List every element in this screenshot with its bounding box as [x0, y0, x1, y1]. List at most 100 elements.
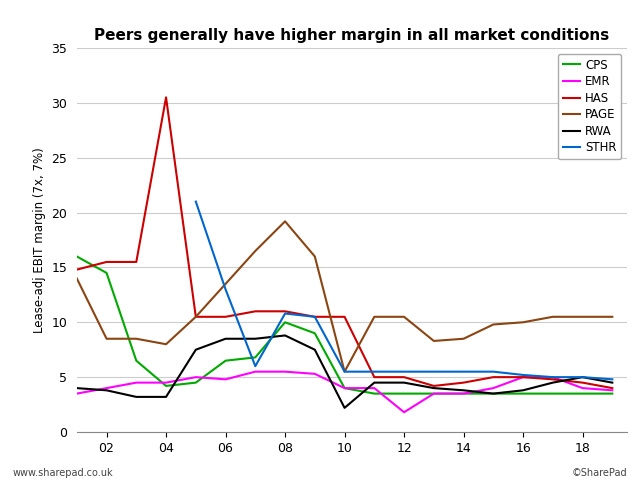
STHR [490, 369, 497, 374]
RWA [371, 380, 378, 385]
EMR [371, 385, 378, 391]
Line: PAGE: PAGE [77, 221, 612, 372]
EMR [102, 385, 110, 391]
PAGE [252, 248, 259, 254]
PAGE [609, 314, 616, 320]
PAGE [490, 322, 497, 327]
EMR [221, 376, 229, 382]
Line: STHR: STHR [196, 202, 612, 379]
Y-axis label: Lease-adj EBIT margin (7x, 7%): Lease-adj EBIT margin (7x, 7%) [33, 147, 45, 333]
CPS [102, 270, 110, 276]
HAS [549, 376, 557, 382]
Text: www.sharepad.co.uk: www.sharepad.co.uk [13, 468, 113, 478]
CPS [132, 358, 140, 363]
Line: EMR: EMR [77, 372, 612, 412]
PAGE [311, 253, 319, 259]
STHR [281, 311, 289, 316]
Legend: CPS, EMR, HAS, PAGE, RWA, STHR: CPS, EMR, HAS, PAGE, RWA, STHR [558, 54, 621, 159]
RWA [460, 387, 467, 393]
CPS [519, 391, 527, 396]
HAS [192, 314, 200, 320]
HAS [371, 374, 378, 380]
CPS [281, 319, 289, 325]
STHR [371, 369, 378, 374]
RWA [252, 336, 259, 342]
PAGE [430, 338, 438, 344]
RWA [340, 405, 348, 411]
HAS [162, 95, 170, 100]
PAGE [549, 314, 557, 320]
RWA [132, 394, 140, 400]
Text: ©SharePad: ©SharePad [572, 468, 627, 478]
STHR [192, 199, 200, 204]
PAGE [371, 314, 378, 320]
HAS [609, 385, 616, 391]
EMR [400, 409, 408, 415]
EMR [490, 385, 497, 391]
HAS [340, 314, 348, 320]
CPS [549, 391, 557, 396]
EMR [252, 369, 259, 374]
RWA [400, 380, 408, 385]
CPS [579, 391, 586, 396]
PAGE [519, 319, 527, 325]
STHR [579, 374, 586, 380]
HAS [519, 374, 527, 380]
EMR [192, 374, 200, 380]
CPS [252, 355, 259, 360]
RWA [162, 394, 170, 400]
RWA [102, 387, 110, 393]
STHR [430, 369, 438, 374]
CPS [460, 391, 467, 396]
CPS [490, 391, 497, 396]
RWA [549, 380, 557, 385]
PAGE [192, 314, 200, 320]
EMR [460, 391, 467, 396]
RWA [281, 333, 289, 338]
HAS [579, 380, 586, 385]
STHR [519, 372, 527, 378]
EMR [430, 391, 438, 396]
CPS [400, 391, 408, 396]
HAS [311, 314, 319, 320]
HAS [102, 259, 110, 265]
CPS [221, 358, 229, 363]
PAGE [162, 341, 170, 347]
PAGE [73, 276, 81, 281]
Line: CPS: CPS [77, 256, 612, 394]
EMR [281, 369, 289, 374]
EMR [519, 374, 527, 380]
EMR [609, 387, 616, 393]
PAGE [400, 314, 408, 320]
PAGE [460, 336, 467, 342]
CPS [73, 253, 81, 259]
HAS [281, 309, 289, 314]
Title: Peers generally have higher margin in all market conditions: Peers generally have higher margin in al… [94, 28, 610, 43]
HAS [252, 309, 259, 314]
EMR [549, 374, 557, 380]
PAGE [221, 281, 229, 287]
HAS [132, 259, 140, 265]
CPS [371, 391, 378, 396]
PAGE [579, 314, 586, 320]
EMR [579, 385, 586, 391]
Line: RWA: RWA [77, 336, 612, 408]
CPS [311, 330, 319, 336]
STHR [460, 369, 467, 374]
EMR [311, 371, 319, 377]
RWA [311, 347, 319, 353]
HAS [460, 380, 467, 385]
STHR [609, 376, 616, 382]
STHR [221, 287, 229, 292]
STHR [252, 363, 259, 369]
RWA [609, 380, 616, 385]
PAGE [132, 336, 140, 342]
EMR [162, 380, 170, 385]
HAS [430, 383, 438, 389]
CPS [609, 391, 616, 396]
STHR [311, 314, 319, 320]
RWA [430, 385, 438, 391]
HAS [400, 374, 408, 380]
EMR [73, 391, 81, 396]
STHR [549, 374, 557, 380]
